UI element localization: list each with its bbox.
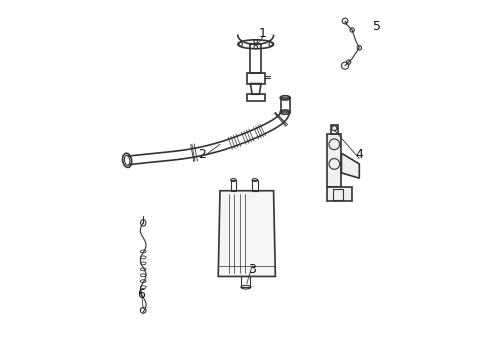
Text: 4: 4	[355, 148, 363, 162]
Polygon shape	[327, 187, 352, 202]
Polygon shape	[218, 191, 275, 276]
Text: 6: 6	[138, 288, 146, 301]
Polygon shape	[342, 153, 359, 178]
Text: 5: 5	[373, 20, 381, 33]
Text: 2: 2	[198, 148, 206, 162]
Polygon shape	[327, 134, 342, 187]
Text: 1: 1	[259, 27, 267, 40]
Polygon shape	[331, 125, 338, 134]
Text: 3: 3	[248, 263, 256, 276]
